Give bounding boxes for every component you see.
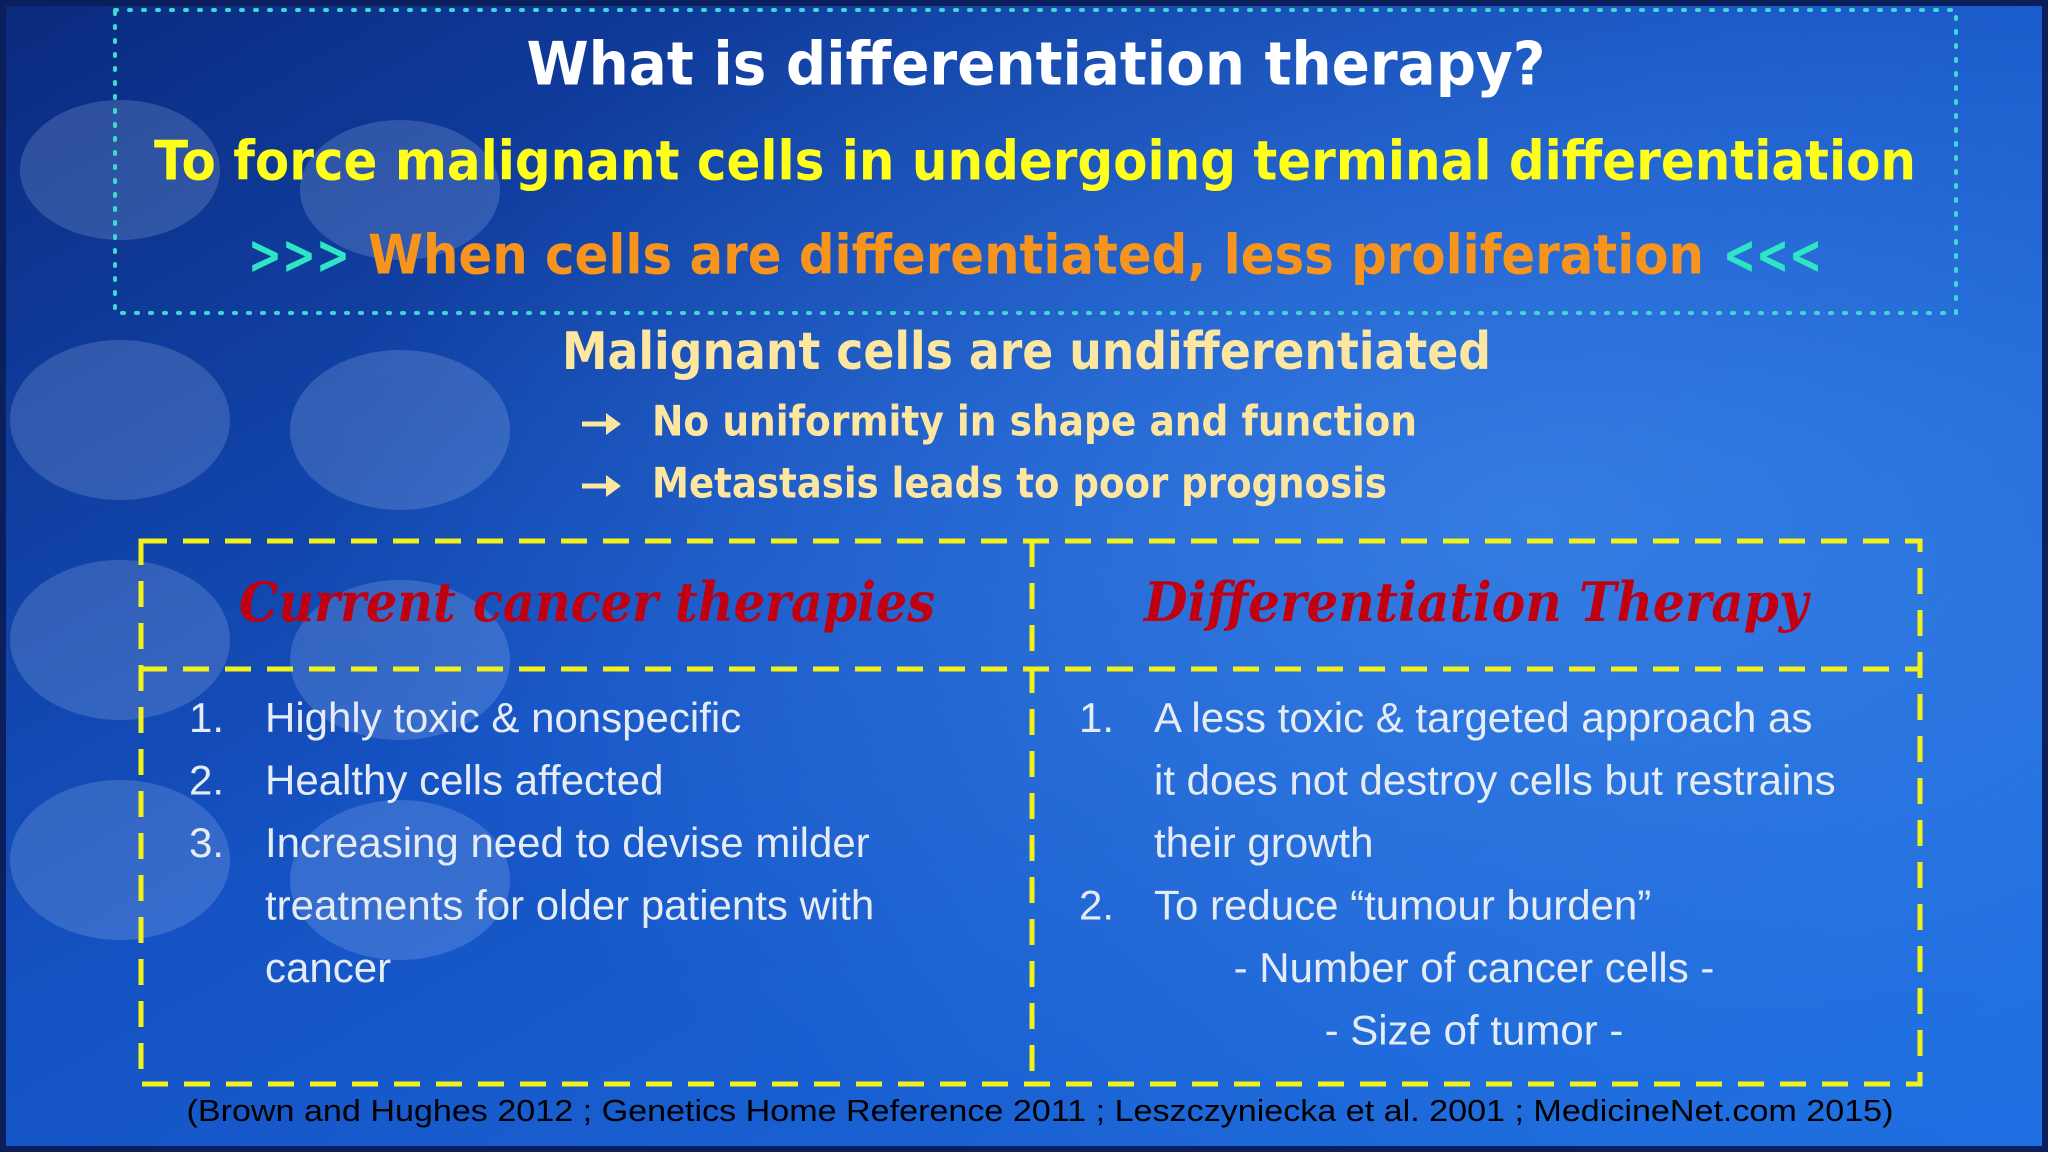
title: What is differentiation therapy? (527, 30, 1546, 100)
citation: (Brown and Hughes 2012 ; Genetics Home R… (187, 1093, 1894, 1128)
item-number: 3. (189, 819, 224, 866)
item-text: treatments for older patients with (265, 882, 874, 929)
item-subpoint: - Number of cancer cells - (1234, 944, 1715, 991)
bullet-arrows (582, 413, 621, 497)
item-text: it does not destroy cells but restrains (1154, 757, 1836, 804)
comparison-lists: 1. Highly toxic & nonspecific 2. Healthy ce… (189, 694, 1836, 1054)
malignant-point: Metastasis leads to poor prognosis (652, 459, 1387, 508)
column-header: Current cancer therapies (239, 570, 935, 634)
item-text: Healthy cells affected (265, 757, 663, 804)
item-number: 2. (189, 757, 224, 804)
column-header: Differentiation Therapy (1142, 570, 1811, 634)
item-subpoint: - Size of tumor - (1325, 1007, 1624, 1054)
subtitle: To force malignant cells in undergoing t… (154, 130, 1916, 193)
item-text: cancer (265, 944, 391, 991)
background-scans (10, 100, 510, 960)
item-text: their growth (1154, 819, 1373, 866)
header-box (113, 8, 1958, 315)
item-number: 1. (1079, 694, 1114, 741)
item-number: 2. (1079, 882, 1114, 929)
malignant-heading: Malignant cells are undifferentiated (562, 322, 1491, 382)
item-text: Increasing need to devise milder (265, 819, 870, 866)
comparison-table (138, 538, 1923, 1087)
item-number: 1. (189, 694, 224, 741)
highlight-prefix: >>> (248, 224, 350, 287)
item-text: To reduce “tumour burden” (1154, 882, 1651, 929)
highlight-text: When cells are differentiated, less prol… (368, 224, 1704, 287)
item-text: A less toxic & targeted approach as (1154, 694, 1812, 741)
malignant-point: No uniformity in shape and function (652, 397, 1417, 446)
highlight-suffix: <<< (1723, 224, 1822, 287)
item-text: Highly toxic & nonspecific (265, 694, 741, 741)
